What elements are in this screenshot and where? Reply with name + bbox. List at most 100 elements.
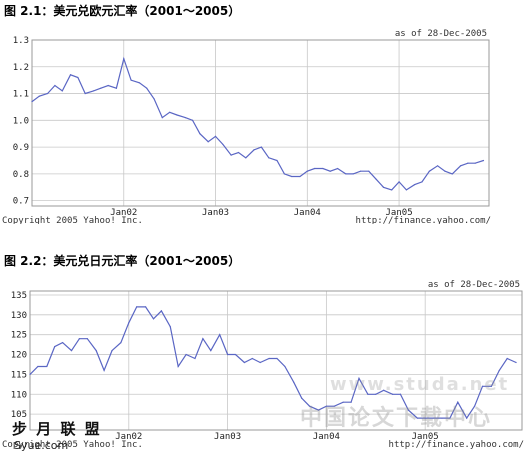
data-point	[92, 90, 95, 92]
data-point	[161, 117, 163, 119]
x-tick-label: Jan03	[202, 208, 229, 218]
watermark-site: www.studa.net	[330, 374, 510, 395]
data-point	[329, 170, 331, 172]
data-point	[153, 98, 155, 100]
data-point	[399, 393, 402, 395]
credit-url: http://finance.yahoo.com/	[389, 440, 524, 450]
y-tick-label: 1.3	[13, 36, 29, 46]
y-tick-label: 120	[11, 351, 27, 361]
data-point	[367, 393, 369, 395]
data-point	[407, 409, 409, 411]
data-point	[325, 405, 327, 407]
data-point	[185, 353, 187, 356]
data-point	[268, 357, 270, 360]
chart-1: as of 28-Dec-2005 1.3 1.2 1.1 1.0 0.9 0.8 0.7 Ja…	[2, 29, 491, 224]
data-point	[308, 405, 311, 407]
data-point	[375, 178, 377, 180]
data-point	[234, 353, 237, 356]
chart-2: as of 28-Dec-2005 135 130 125 120 115 110 105 Ja…	[2, 280, 524, 450]
data-point	[95, 349, 97, 352]
data-point	[70, 349, 73, 352]
data-point	[391, 393, 394, 395]
data-point	[276, 357, 278, 360]
data-point	[490, 385, 492, 387]
plot-frame	[29, 290, 523, 431]
data-point	[62, 342, 64, 344]
data-point	[506, 357, 508, 360]
data-point	[120, 342, 122, 344]
data-point	[515, 361, 517, 364]
data-point	[138, 82, 140, 84]
data-point	[421, 181, 423, 183]
data-point	[482, 159, 485, 162]
chart-1-title: 图 2.1：美元兑欧元汇率（2001～2005）	[4, 4, 241, 18]
data-point	[202, 338, 204, 340]
data-point	[424, 417, 426, 419]
data-point	[130, 79, 132, 81]
data-point	[144, 306, 147, 308]
y-tick-label: 125	[11, 331, 27, 341]
plot-frame	[31, 39, 490, 207]
data-point	[383, 389, 385, 391]
x-tick-label: Jan03	[214, 432, 241, 442]
data-point	[103, 369, 105, 372]
data-point	[368, 170, 370, 172]
data-point	[358, 377, 360, 379]
data-point	[115, 87, 118, 89]
data-point	[176, 114, 178, 116]
data-point	[284, 365, 286, 368]
data-point	[437, 165, 439, 167]
y-tick-label: 105	[11, 410, 27, 420]
chart-2-title: 图 2.2：美元兑日元汇率（2001～2005）	[4, 254, 241, 268]
data-point	[169, 111, 171, 113]
x-tick-label: Jan04	[313, 432, 340, 442]
data-point	[306, 170, 308, 172]
data-point	[441, 417, 443, 419]
data-point	[86, 338, 88, 340]
data-point	[253, 149, 255, 151]
data-point	[405, 189, 408, 191]
y-tick-label: 1.1	[13, 90, 29, 100]
data-point	[375, 393, 377, 395]
data-point	[268, 157, 270, 159]
data-point	[214, 135, 217, 137]
data-point	[276, 159, 278, 162]
data-point	[84, 92, 86, 95]
data-point	[226, 353, 229, 356]
data-point	[245, 157, 247, 159]
data-point	[177, 365, 179, 368]
data-point	[314, 167, 316, 170]
data-point	[54, 84, 56, 87]
watermark-brand-large: 中国论文下载中心	[300, 406, 493, 431]
data-point	[474, 162, 476, 164]
y-tick-label: 110	[11, 390, 27, 400]
data-point	[398, 181, 400, 183]
data-point	[359, 170, 362, 172]
series-line	[31, 56, 484, 191]
data-point	[207, 141, 209, 143]
data-point	[37, 365, 39, 368]
data-point	[111, 349, 113, 352]
data-point	[414, 183, 416, 186]
data-point	[123, 58, 125, 60]
data-point	[299, 175, 301, 178]
y-tick-label: 1.2	[13, 63, 29, 73]
credit-copyright: Copyright 2005 Yahoo! Inc.	[2, 216, 143, 224]
x-tick-label: Jan05	[386, 208, 413, 218]
data-point	[449, 417, 451, 419]
data-point	[152, 318, 155, 320]
asof-label: as of 28-Dec-2005	[428, 280, 520, 290]
data-point	[498, 369, 500, 372]
data-point	[342, 401, 344, 403]
data-point	[382, 186, 385, 188]
data-point	[466, 417, 468, 419]
data-point	[467, 162, 469, 164]
data-point	[350, 401, 352, 403]
x-tick-label: Jan05	[412, 432, 439, 442]
watermark-brand: 步 月 联 盟	[12, 420, 102, 438]
data-point	[444, 170, 446, 172]
data-point	[31, 100, 33, 103]
series-line	[29, 306, 517, 420]
data-point	[333, 405, 335, 407]
data-point	[54, 346, 56, 348]
